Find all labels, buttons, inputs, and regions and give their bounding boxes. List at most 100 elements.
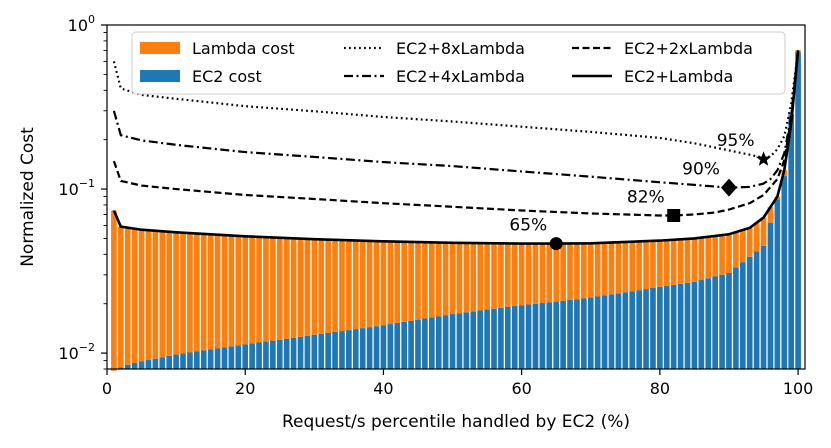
lambda-cost-bar [228, 235, 235, 347]
diamond-marker [720, 178, 737, 197]
ec2-cost-bar [138, 361, 145, 369]
lambda-cost-bar [670, 239, 677, 285]
x-tick-label: 100 [783, 379, 814, 398]
ec2-cost-bar [677, 283, 684, 369]
ec2-cost-bar [435, 316, 442, 369]
x-axis-label: Request/s percentile handled by EC2 (%) [282, 412, 630, 432]
ec2-cost-bar [318, 333, 325, 369]
lambda-cost-bar [663, 240, 670, 286]
lambda-cost-bar [401, 241, 408, 322]
ec2-cost-bar [753, 251, 760, 369]
series-line-ec2-lambda [112, 50, 800, 245]
star-marker [755, 151, 772, 166]
lambda-cost-bar [159, 231, 166, 358]
ec2-cost-bar [325, 333, 331, 369]
x-tick-label: 40 [373, 379, 393, 398]
legend: Lambda cost EC2+8xLambda EC2+2xLambda EC2 c… [131, 31, 786, 95]
lambda-cost-bar [366, 240, 373, 328]
ec2-cost-bar [581, 298, 587, 369]
ec2-cost-bar [228, 346, 235, 369]
ec2-cost-bar [705, 278, 712, 369]
ec2-cost-bar [698, 280, 705, 369]
lambda-cost-bar [525, 243, 532, 305]
ec2-cost-bar [511, 306, 518, 369]
ec2-cost-bar [767, 222, 774, 369]
lambda-cost-bar [290, 238, 297, 338]
ec2-cost-bar [145, 360, 152, 369]
series-lines [112, 50, 800, 245]
ec2-cost-bar [760, 245, 767, 369]
lambda-cost-bar [546, 243, 553, 303]
lambda-cost-bar [442, 242, 449, 316]
lambda-cost-bar [629, 241, 636, 292]
ec2-cost-bar [290, 337, 297, 369]
lambda-cost-bar [746, 227, 753, 257]
annotation-label: 82% [627, 187, 665, 207]
ec2-cost-bar [207, 349, 214, 369]
ec2-cost-bar [366, 327, 373, 369]
lambda-cost-bar [684, 238, 691, 283]
lambda-cost-bar [733, 232, 739, 268]
x-axis-ticks: 0 20 40 60 80 100 [102, 369, 813, 398]
ec2-cost-bar [166, 355, 173, 369]
ec2-cost-bar [221, 347, 228, 369]
lambda-cost-bar [408, 241, 414, 321]
lambda-cost-bar [608, 242, 615, 295]
lambda-cost-bar [567, 243, 573, 300]
lambda-cost-bar [117, 226, 124, 368]
lambda-cost-bar [435, 242, 442, 317]
ec2-cost-bar [532, 303, 539, 369]
lambda-cost-bar [276, 237, 283, 340]
y-tick-exponent: 0 [88, 13, 95, 26]
lambda-cost-bar [235, 235, 242, 346]
ec2-cost-bar [380, 325, 387, 369]
ec2-cost-bar [387, 324, 394, 369]
lambda-cost-bar [180, 232, 186, 354]
y-tick-base: 10 [58, 344, 78, 363]
lambda-cost-bar [767, 207, 774, 223]
ec2-cost-bar [643, 289, 649, 369]
ec2-cost-bar [276, 339, 283, 369]
ec2-cost-bar [608, 294, 615, 369]
ec2-cost-bar [491, 308, 497, 369]
lambda-cost-bar [587, 243, 594, 298]
lambda-cost-bar [380, 241, 387, 326]
ec2-cost-bar [180, 353, 186, 369]
lambda-cost-bar [581, 243, 587, 299]
lambda-cost-bar [760, 217, 767, 246]
x-tick-label: 80 [650, 379, 670, 398]
ec2-cost-bar [152, 358, 159, 369]
ec2-cost-bar [788, 114, 795, 370]
ec2-cost-bar [401, 321, 408, 369]
ec2-cost-bar [256, 342, 262, 369]
lambda-cost-bar [249, 236, 255, 344]
lambda-cost-bar [166, 231, 173, 356]
lambda-cost-bar [643, 241, 649, 290]
lambda-cost-bar [200, 233, 207, 351]
ec2-cost-bar [304, 335, 311, 369]
lambda-cost-bar [491, 243, 497, 309]
square-marker [667, 208, 681, 222]
legend-label: Lambda cost [192, 39, 295, 58]
lambda-cost-bar [325, 239, 331, 334]
lambda-cost-bar [601, 242, 608, 296]
ec2-cost-bar [684, 282, 691, 369]
ec2-cost-bar [408, 320, 414, 369]
lambda-cost-bar [484, 243, 490, 310]
lambda-cost-bar [456, 242, 463, 314]
lambda-cost-bar [256, 236, 262, 343]
lambda-cost-bar [332, 239, 338, 333]
ec2-cost-bar [394, 322, 401, 369]
annotation-markers: 65% 82% 90% 95% [509, 131, 772, 251]
lambda-cost-bar [739, 230, 746, 263]
lambda-cost-bar [394, 241, 401, 323]
legend-label: EC2+8xLambda [396, 39, 525, 58]
lambda-cost-bar [518, 243, 525, 306]
ec2-cost-bar [249, 343, 255, 369]
lambda-cost-bar [719, 235, 725, 275]
ec2-cost-bar [428, 317, 435, 369]
series-line-ec2-4xlambda [112, 50, 800, 189]
ec2-cost-bar [159, 357, 166, 369]
ec2-cost-bar [774, 199, 781, 369]
lambda-cost-bar [504, 243, 511, 307]
